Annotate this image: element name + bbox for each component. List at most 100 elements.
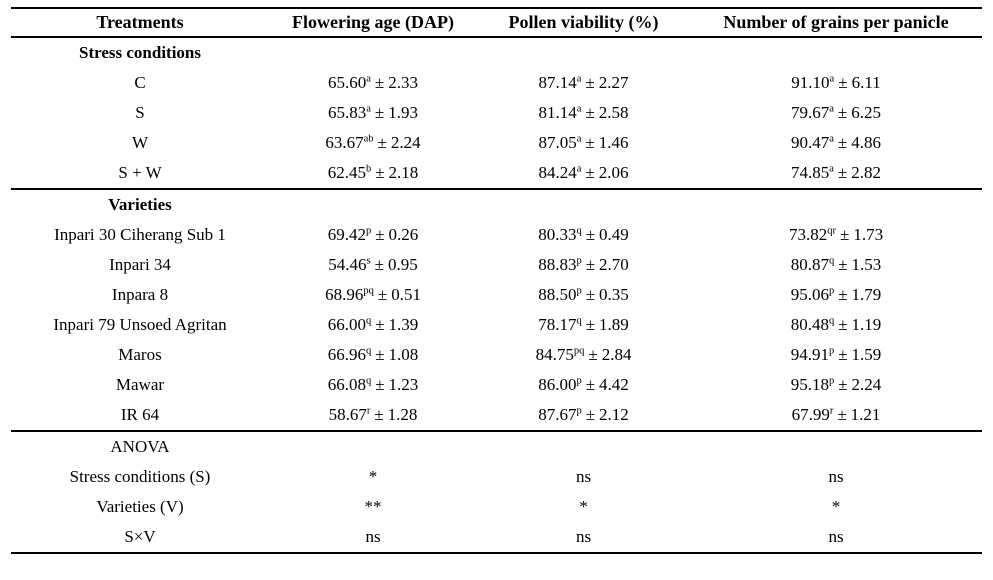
value-cell: 68.96pq ±0.51 xyxy=(269,280,477,310)
significance-superscript: p xyxy=(576,255,582,267)
sd-value: 1.59 xyxy=(851,345,882,364)
plus-minus-symbol: ± xyxy=(838,375,848,394)
sd-value: 1.39 xyxy=(388,315,419,334)
value-cell: 58.67r ±1.28 xyxy=(269,400,477,431)
sd-value: 2.70 xyxy=(599,255,629,274)
table-row: S + W 62.45b ±2.18 84.24a ±2.06 74.85a ±2.82 xyxy=(11,158,982,189)
sd-value: 2.58 xyxy=(598,103,629,122)
value-cell: 95.06p ±1.79 xyxy=(690,280,982,310)
sd-value: 6.11 xyxy=(851,73,881,92)
significance-superscript: q xyxy=(576,315,582,327)
significance-superscript: s xyxy=(366,255,371,267)
sd-value: 0.95 xyxy=(387,255,418,274)
value-cell: 73.82qr ±1.73 xyxy=(690,220,982,250)
plus-minus-symbol: ± xyxy=(585,405,596,424)
significance-superscript: ab xyxy=(363,133,374,145)
column-header-flowering-age: Flowering age (DAP) xyxy=(269,7,477,38)
plus-minus-symbol: ± xyxy=(375,375,385,394)
mean-value: 62.45 xyxy=(327,163,366,182)
sd-value: 4.86 xyxy=(851,133,882,152)
mean-value: 88.50 xyxy=(538,285,577,304)
value-cell: 65.60a ±2.33 xyxy=(269,68,477,98)
empty-cell xyxy=(477,188,690,220)
anova-significance-cell: ns xyxy=(828,467,844,486)
value-cell: 66.08q ±1.23 xyxy=(269,370,477,400)
treatment-cell: S×V xyxy=(11,522,269,554)
mean-value: 81.14 xyxy=(538,103,577,122)
significance-superscript: p xyxy=(365,225,372,237)
plus-minus-symbol: ± xyxy=(377,285,388,304)
sd-value: 0.49 xyxy=(599,225,629,244)
sd-value: 2.27 xyxy=(598,73,629,92)
value-cell: 65.83a ±1.93 xyxy=(269,98,477,128)
sd-value: 2.24 xyxy=(390,133,421,152)
significance-superscript: q xyxy=(365,345,372,357)
value-cell: 87.67p ±2.12 xyxy=(477,400,690,431)
anova-significance-cell: * xyxy=(368,467,378,486)
significance-superscript: p xyxy=(828,345,835,357)
significance-superscript: pq xyxy=(363,285,374,297)
table-row: Stress conditions (S) * ns ns xyxy=(11,462,982,492)
value-cell: 66.96q ±1.08 xyxy=(269,340,477,370)
anova-significance-cell: ns xyxy=(477,522,690,554)
value-cell: 84.75pq ±2.84 xyxy=(477,340,690,370)
treatment-cell: Inpara 8 xyxy=(111,285,169,304)
table-row: IR 64 58.67r ±1.28 87.67p ±2.12 67.99r ±1.21 xyxy=(11,400,982,431)
plus-minus-symbol: ± xyxy=(374,103,385,122)
sd-value: 1.73 xyxy=(853,225,884,244)
treatment-cell: Varieties (V) xyxy=(96,497,184,516)
mean-value: 65.83 xyxy=(327,103,367,122)
value-cell: 86.00p ±4.42 xyxy=(477,370,690,400)
value-cell: 80.87q ±1.53 xyxy=(690,250,982,280)
sd-value: 2.82 xyxy=(851,163,882,182)
plus-minus-symbol: ± xyxy=(585,315,596,334)
plus-minus-symbol: ± xyxy=(374,405,384,424)
mean-value: 69.42 xyxy=(327,225,366,244)
section-header: Stress conditions xyxy=(78,43,201,62)
empty-cell xyxy=(477,37,690,68)
anova-significance-cell: * xyxy=(579,497,588,516)
value-cell: 74.85a ±2.82 xyxy=(690,158,982,189)
section-header: ANOVA xyxy=(11,430,269,462)
significance-superscript: a xyxy=(829,73,835,85)
plus-minus-symbol: ± xyxy=(837,163,848,182)
sd-value: 1.19 xyxy=(851,315,882,334)
table-row: C 65.60a ±2.33 87.14a ±2.27 91.10a ±6.11 xyxy=(11,68,982,98)
treatment-cell: IR 64 xyxy=(120,405,160,424)
table-row: S×V ns ns ns xyxy=(11,522,982,554)
value-cell: 63.67ab ±2.24 xyxy=(269,128,477,158)
value-cell: 54.46s ±0.95 xyxy=(269,250,477,280)
sd-value: 2.18 xyxy=(388,163,419,182)
plus-minus-symbol: ± xyxy=(585,285,596,304)
plus-minus-symbol: ± xyxy=(375,345,385,364)
significance-superscript: q xyxy=(828,315,835,327)
mean-value: 84.75 xyxy=(535,345,574,364)
treatment-cell: W xyxy=(131,133,149,152)
empty-cell xyxy=(690,188,982,220)
treatment-cell: Inpari 79 Unsoed Agritan xyxy=(53,315,227,334)
mean-value: 84.24 xyxy=(538,163,577,182)
plus-minus-symbol: ± xyxy=(374,73,385,92)
significance-superscript: a xyxy=(829,103,834,115)
sd-value: 2.33 xyxy=(388,73,419,92)
empty-cell xyxy=(690,37,982,68)
sd-value: 1.53 xyxy=(851,255,882,274)
mean-value: 80.87 xyxy=(790,255,829,274)
plus-minus-symbol: ± xyxy=(375,163,385,182)
plus-minus-symbol: ± xyxy=(839,225,850,244)
mean-value: 79.67 xyxy=(790,103,830,122)
mean-value: 73.82 xyxy=(788,225,828,244)
plus-minus-symbol: ± xyxy=(377,133,387,152)
empty-cell xyxy=(269,188,477,220)
mean-value: 88.83 xyxy=(538,255,577,274)
significance-superscript: a xyxy=(576,133,582,145)
results-table: Treatments Flowering age (DAP) Pollen vi… xyxy=(11,7,982,554)
significance-superscript: p xyxy=(576,405,582,417)
sd-value: 1.93 xyxy=(388,103,419,122)
table-row: Inpari 30 Ciherang Sub 1 69.42p ±0.26 80.33… xyxy=(11,220,982,250)
significance-superscript: q xyxy=(365,375,372,387)
anova-significance-cell: ns xyxy=(690,522,982,554)
anova-significance-cell: ns xyxy=(575,467,592,486)
plus-minus-symbol: ± xyxy=(585,255,596,274)
sd-value: 1.46 xyxy=(598,133,629,152)
